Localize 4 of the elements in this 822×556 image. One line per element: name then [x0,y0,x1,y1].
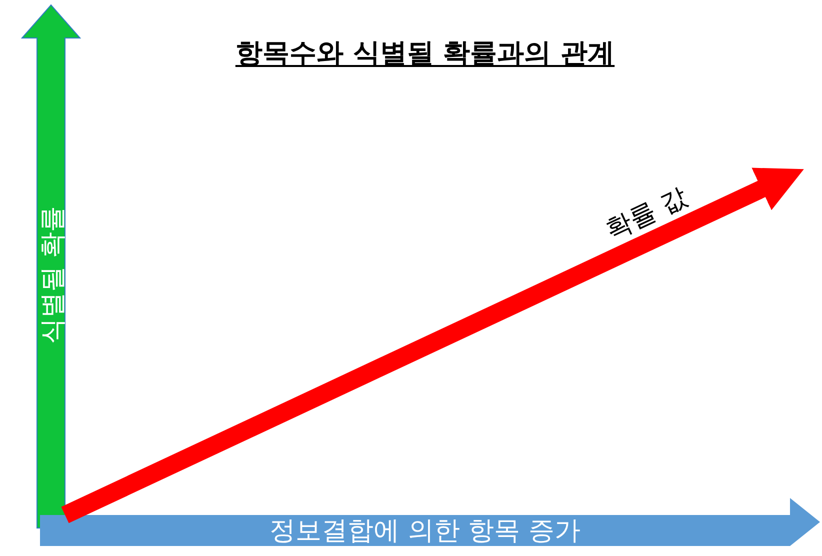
x-axis-title: 정보결합에 의한 항목 증가 [270,516,580,546]
y-axis-title: 식별될 확률 [38,206,68,344]
chart-title: 항목수와 식별될 확률과의 관계 [235,38,615,69]
text: 확률 값 [601,182,692,246]
